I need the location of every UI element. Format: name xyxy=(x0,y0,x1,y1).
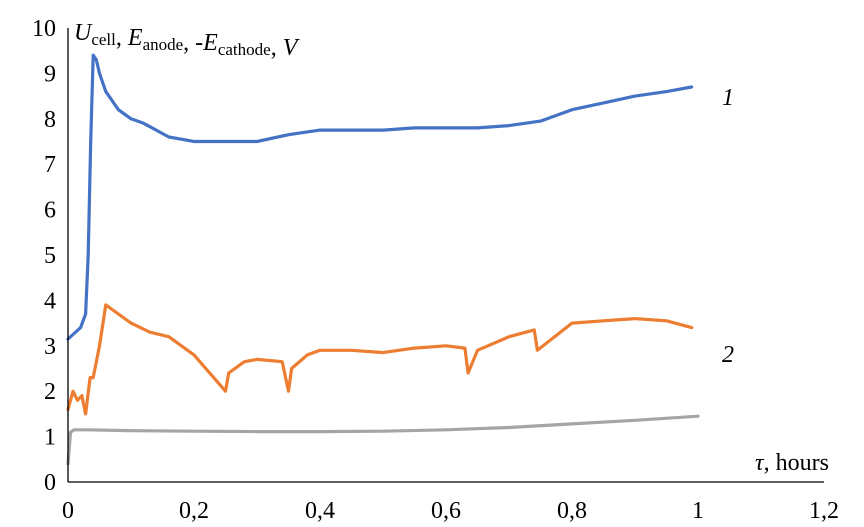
series-line-1 xyxy=(66,53,694,341)
x-axis-label: τ, hours xyxy=(755,450,829,476)
series-line-2 xyxy=(66,303,694,416)
series-2-label: 2 xyxy=(722,342,734,368)
y-label-separator: , xyxy=(271,35,283,61)
y-label-subscript: cathode xyxy=(218,40,271,59)
x-tick-label: 0,6 xyxy=(431,498,461,524)
x-tick-label: 0,2 xyxy=(179,498,209,524)
y-axis-label: Ucell, Eanode, -Ecathode, V xyxy=(74,20,300,61)
y-tick-label: 6 xyxy=(44,198,56,224)
x-tick-label: 0,8 xyxy=(557,498,587,524)
y-label-symbol: V xyxy=(283,35,300,61)
y-tick-label: 10 xyxy=(32,16,56,42)
y-tick-label: 3 xyxy=(44,334,56,360)
x-tick-labels: 0 0,2 0,4 0,6 0,8 1 1,2 xyxy=(62,498,839,524)
x-tick-label: 0 xyxy=(62,498,74,524)
y-tick-label: 0 xyxy=(44,470,56,496)
x-tick-label: 1,2 xyxy=(809,498,839,524)
y-tick-label: 9 xyxy=(44,61,56,87)
y-tick-label: 5 xyxy=(44,243,56,269)
x-tick-label: 0,4 xyxy=(305,498,335,524)
y-tick-label: 7 xyxy=(44,152,56,178)
y-label-subscript: cell xyxy=(91,30,116,49)
y-tick-label: 2 xyxy=(44,379,56,405)
y-tick-label: 1 xyxy=(44,425,56,451)
y-tick-labels: 0 1 2 3 4 5 6 7 8 9 10 xyxy=(32,16,56,496)
series-1-label: 1 xyxy=(722,85,734,111)
y-tick-label: 8 xyxy=(44,107,56,133)
y-tick-label: 4 xyxy=(44,288,56,314)
y-label-symbol: E xyxy=(202,30,218,56)
y-label-separator: , - xyxy=(183,30,203,56)
series-line-3 xyxy=(66,414,700,466)
series-lines xyxy=(66,53,700,466)
y-label-symbol: E xyxy=(127,25,143,51)
y-label-separator: , xyxy=(116,25,128,51)
x-axis-unit: , hours xyxy=(764,450,829,476)
x-axis-symbol: τ xyxy=(755,450,765,476)
y-label-symbol: U xyxy=(74,20,93,46)
y-label-subscript: anode xyxy=(143,35,184,54)
x-tick-label: 1 xyxy=(692,498,704,524)
